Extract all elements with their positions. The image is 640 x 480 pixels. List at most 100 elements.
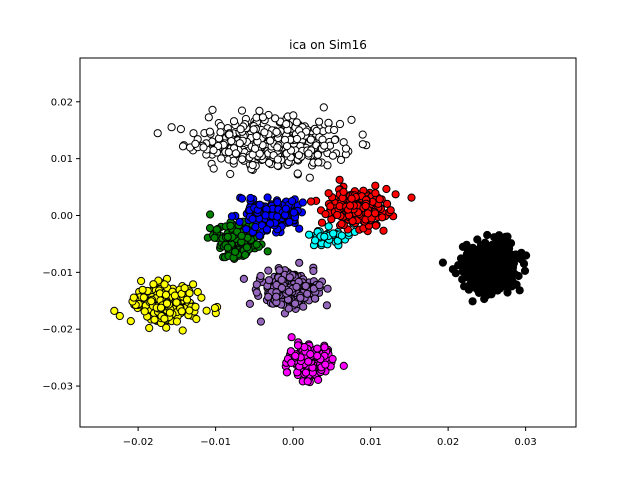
data-point (236, 125, 245, 134)
data-point (264, 276, 274, 285)
data-point (231, 149, 240, 158)
data-point (522, 251, 531, 260)
data-point (225, 130, 234, 139)
data-point (229, 156, 238, 165)
data-point (480, 294, 489, 304)
data-point (273, 155, 282, 164)
data-point (379, 226, 388, 235)
data-point (256, 271, 265, 281)
data-point (339, 187, 348, 196)
data-point (263, 247, 272, 256)
data-point (337, 231, 346, 240)
data-point (147, 297, 156, 306)
data-point (386, 206, 395, 215)
data-point (324, 118, 333, 128)
data-point (199, 143, 208, 152)
data-point (191, 302, 200, 311)
data-point (192, 314, 201, 324)
data-point (137, 276, 146, 286)
data-point (178, 326, 187, 335)
data-point (176, 125, 185, 134)
data-point (484, 276, 493, 285)
series-0 (153, 103, 371, 182)
data-point (301, 281, 310, 291)
data-point (206, 210, 215, 219)
series-5 (281, 333, 348, 387)
data-point (304, 357, 313, 366)
data-point (285, 217, 294, 226)
data-point (483, 230, 492, 240)
data-point (255, 231, 264, 240)
data-point (237, 106, 247, 115)
data-point (493, 286, 502, 295)
data-point (209, 146, 218, 155)
data-point (264, 292, 273, 301)
data-point (252, 132, 261, 141)
data-point (277, 283, 286, 292)
data-point (282, 120, 291, 129)
data-point (161, 290, 171, 299)
data-point (217, 154, 226, 163)
data-point (210, 303, 219, 313)
data-point (138, 285, 147, 294)
data-point (499, 270, 508, 279)
data-point (266, 136, 275, 145)
data-point (468, 247, 477, 256)
data-point (205, 127, 214, 136)
data-point (295, 224, 304, 233)
x-axis: −0.02 −0.01 0.00 0.01 0.02 0.03 (123, 427, 537, 448)
data-point (488, 256, 497, 265)
data-point (237, 231, 246, 240)
data-point (277, 275, 286, 284)
data-point (202, 306, 211, 315)
data-point (153, 129, 162, 138)
data-point (335, 175, 344, 184)
data-point (473, 268, 482, 278)
data-point (126, 317, 135, 326)
data-point (252, 280, 261, 289)
data-point (149, 280, 158, 289)
data-point (252, 288, 261, 297)
data-point (271, 114, 280, 123)
data-point (407, 193, 416, 202)
data-point (347, 194, 356, 203)
data-point (165, 308, 174, 317)
data-point (167, 123, 176, 132)
series-2 (110, 274, 222, 335)
data-point (249, 125, 258, 134)
data-point (162, 299, 172, 308)
data-point (371, 189, 380, 198)
data-point (311, 236, 320, 245)
data-point (255, 149, 264, 158)
data-point (246, 193, 255, 203)
data-point (272, 127, 281, 136)
y-tick-label: 0.00 (51, 211, 73, 222)
data-point (347, 115, 356, 125)
data-point (292, 134, 302, 144)
data-point (512, 280, 521, 289)
data-point (191, 139, 200, 148)
data-point (150, 315, 159, 324)
data-point (333, 210, 342, 220)
plot-frame (79, 57, 577, 428)
data-point (285, 287, 294, 296)
data-point (235, 217, 244, 226)
data-point (260, 128, 269, 137)
data-point (329, 229, 338, 238)
data-point (284, 304, 293, 313)
data-point (489, 240, 498, 249)
data-point (287, 333, 296, 342)
data-point (182, 295, 192, 304)
series-7 (306, 175, 416, 236)
data-point (391, 190, 400, 199)
data-point (115, 311, 124, 321)
data-point (378, 213, 387, 222)
y-tick-label: 0.01 (51, 154, 73, 165)
data-point (289, 208, 298, 217)
data-point (312, 126, 321, 135)
y-tick-label: −0.02 (42, 325, 73, 336)
data-point (464, 262, 474, 271)
series-8 (227, 193, 307, 240)
data-point (273, 143, 282, 152)
data-point (438, 258, 447, 267)
